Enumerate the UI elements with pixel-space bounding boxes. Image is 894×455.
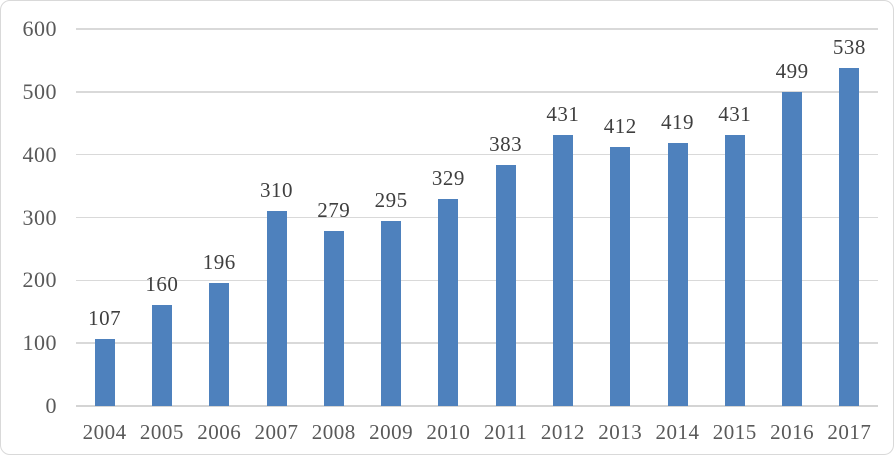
x-axis-tick-label: 2006: [197, 420, 242, 444]
bar-2010: [438, 199, 459, 406]
bar-value-label: 196: [202, 249, 236, 274]
x-axis-tick-label: 2016: [770, 420, 815, 444]
bar-2007: [266, 211, 287, 406]
gridline: [76, 279, 878, 282]
bar-value-label: 499: [775, 59, 809, 84]
bar-value-label: 383: [489, 132, 523, 157]
bar-2017: [839, 67, 860, 406]
gridline: [76, 91, 878, 93]
bar-value-label: 419: [661, 109, 694, 134]
bar-2005: [151, 305, 172, 406]
gridline: [76, 216, 878, 219]
bar-2015: [724, 135, 745, 406]
gridline: [76, 28, 878, 30]
bar-2006: [209, 282, 230, 406]
bar-2004: [94, 338, 115, 406]
bar-2016: [782, 92, 803, 406]
x-axis-tick-label: 2009: [369, 420, 414, 444]
bar-2013: [610, 147, 631, 406]
y-axis-tick-label: 300: [22, 204, 57, 230]
gridline: [76, 153, 878, 156]
x-axis-tick-label: 2007: [254, 420, 299, 444]
gridline: [76, 342, 878, 344]
x-axis-tick-label: 2014: [655, 420, 700, 444]
bar-value-label: 431: [718, 102, 752, 127]
bar-2012: [552, 135, 573, 406]
bar-2011: [495, 165, 516, 406]
bar-value-label: 107: [88, 305, 122, 330]
x-axis-tick-label: 2008: [311, 420, 356, 444]
bar-value-label: 412: [603, 114, 637, 139]
bar-value-label: 279: [317, 197, 351, 222]
y-axis-tick-label: 200: [22, 267, 57, 293]
y-axis-tick-label: 600: [22, 16, 57, 41]
y-axis-tick-label: 400: [22, 141, 57, 167]
bar-value-label: 295: [374, 187, 408, 212]
bar-2008: [323, 230, 344, 406]
bar-value-label: 538: [832, 34, 866, 59]
bar-value-label: 329: [431, 166, 465, 191]
x-axis-tick-label: 2012: [540, 420, 585, 444]
bar-2014: [667, 142, 688, 406]
y-axis-tick-label: 0: [45, 393, 57, 418]
bar-value-label: 310: [260, 178, 293, 203]
y-axis-tick-label: 100: [22, 330, 57, 356]
bar-value-label: 160: [145, 272, 179, 297]
x-axis-tick-label: 2017: [827, 420, 872, 444]
x-axis-tick-label: 2015: [712, 420, 757, 444]
y-axis-tick-label: 500: [22, 78, 57, 104]
x-axis-tick-label: 2011: [484, 420, 528, 444]
x-axis-tick-label: 2010: [426, 420, 471, 444]
x-axis-tick-label: 2004: [82, 420, 127, 444]
bar-value-label: 431: [546, 102, 580, 127]
x-axis-tick-label: 2013: [598, 420, 643, 444]
x-axis-line: [76, 405, 878, 407]
bar-2009: [381, 220, 402, 406]
x-axis-tick-label: 2005: [139, 420, 184, 444]
